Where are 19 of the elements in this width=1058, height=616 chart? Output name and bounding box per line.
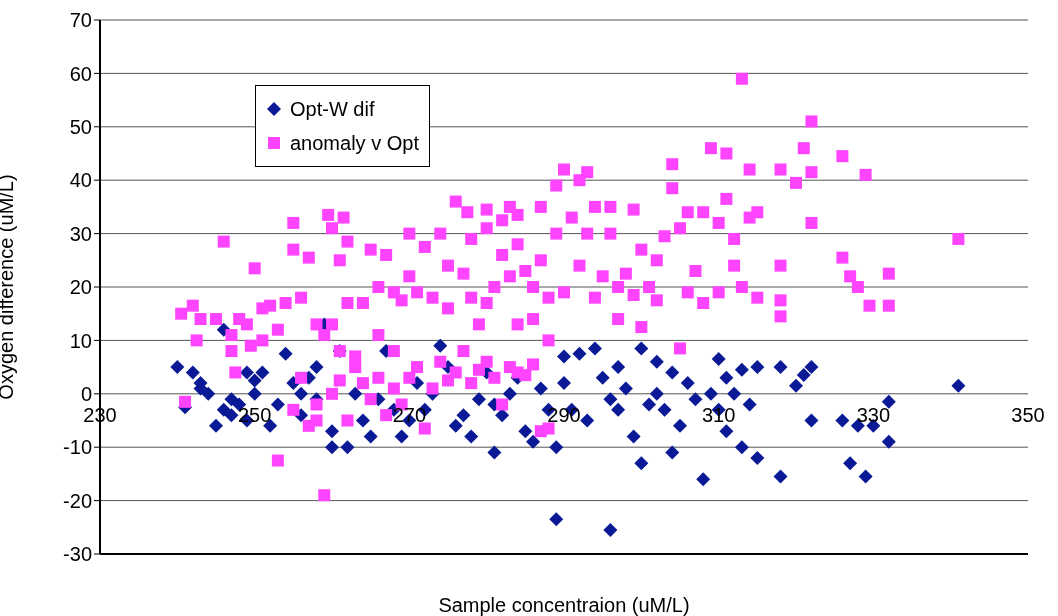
x-tick-label: 310 xyxy=(701,403,736,426)
y-tick-label: 10 xyxy=(69,329,92,352)
y-tick-label: -20 xyxy=(63,489,92,512)
y-tick-label: -10 xyxy=(63,436,92,459)
x-axis-title: Sample concentraion (uM/L) xyxy=(438,594,690,616)
y-tick-label: 40 xyxy=(69,169,92,192)
y-tick-label: 20 xyxy=(69,276,92,299)
y-tick-label: 30 xyxy=(69,222,92,245)
y-tick-label: 70 xyxy=(69,9,92,32)
legend-label: Opt-W dif xyxy=(290,97,375,122)
legend-label: anomaly v Opt xyxy=(290,131,419,156)
y-tick-label: -30 xyxy=(63,543,92,566)
x-tick-label: 290 xyxy=(547,403,581,426)
y-tick-label: 0 xyxy=(80,382,92,405)
y-tick-label: 50 xyxy=(69,115,92,138)
x-tick-label: 350 xyxy=(1011,403,1045,426)
y-tick-label: 60 xyxy=(69,62,92,85)
x-tick-label: 250 xyxy=(237,403,272,426)
x-tick-label: 330 xyxy=(856,403,891,426)
